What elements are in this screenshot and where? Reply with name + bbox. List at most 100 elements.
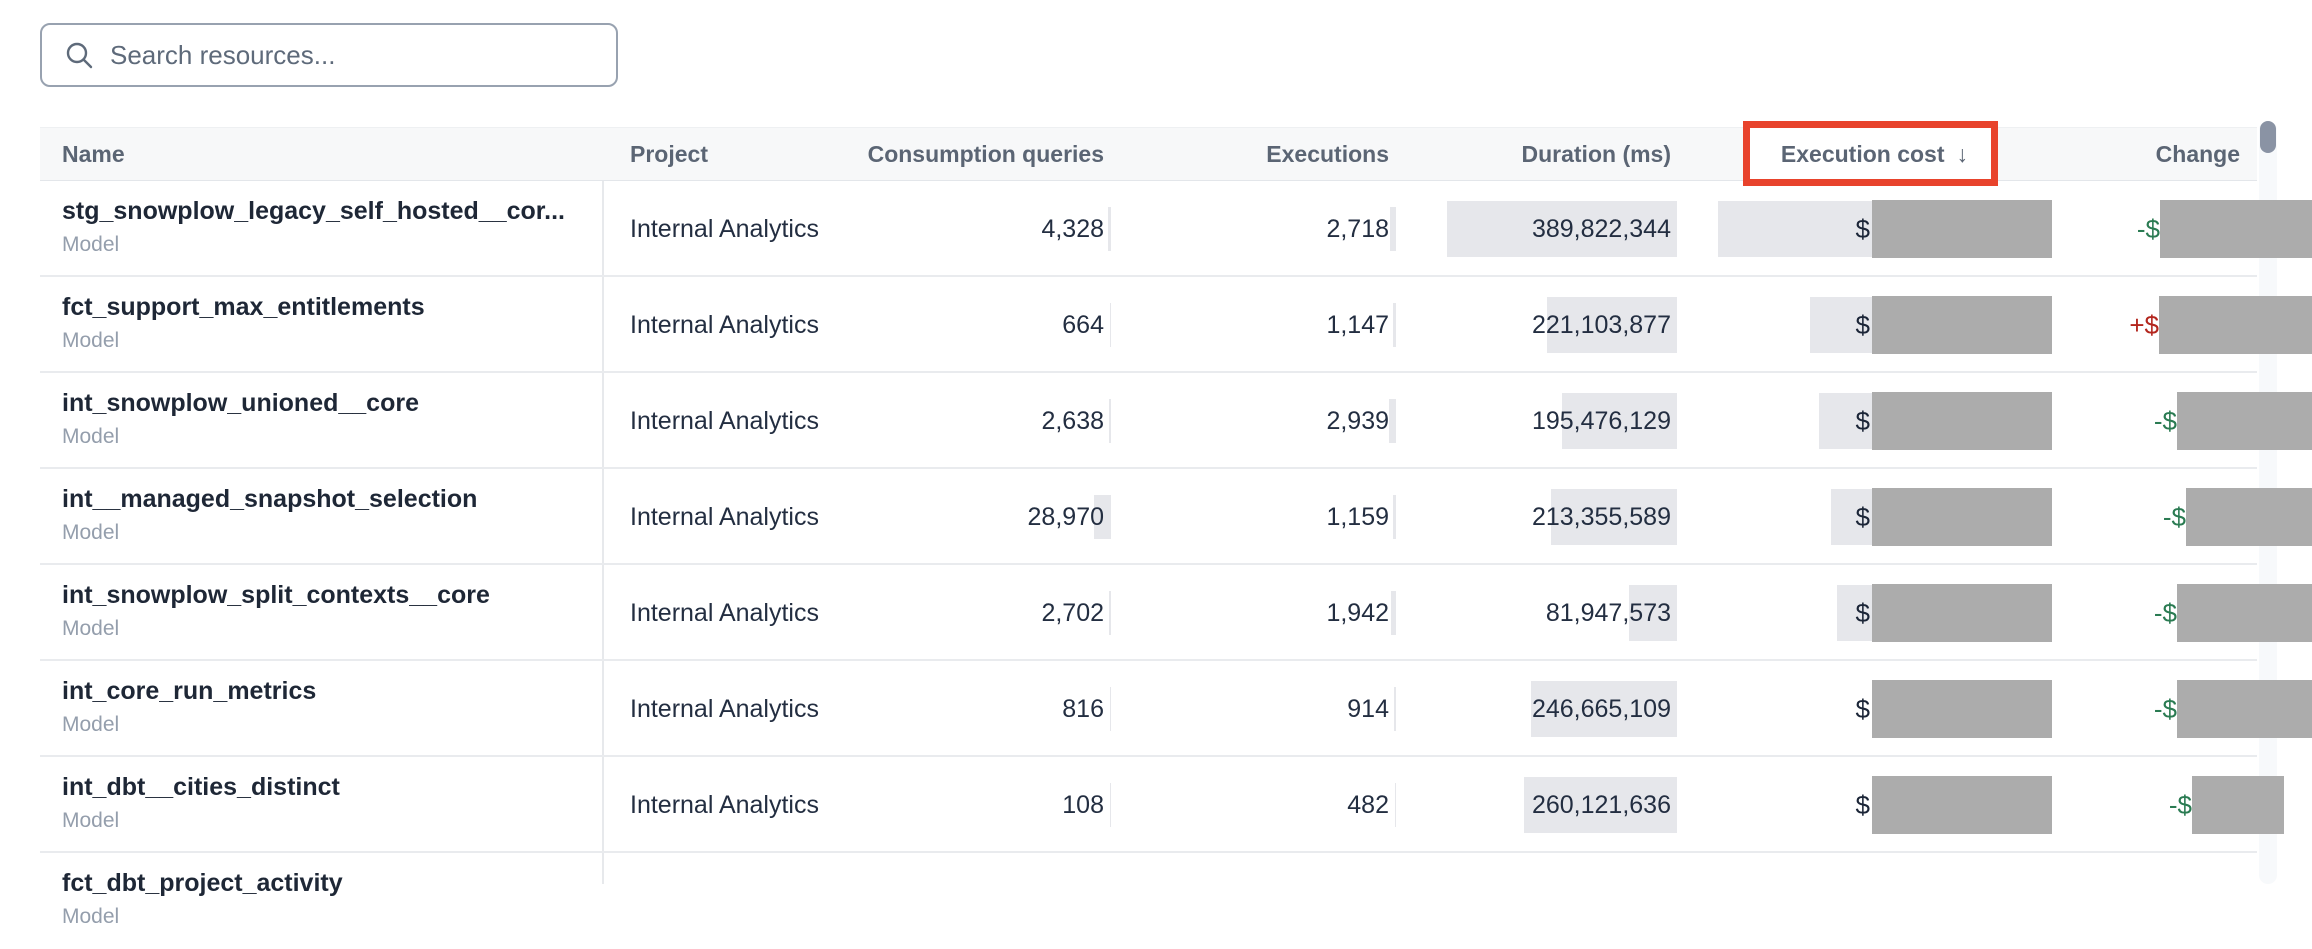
resource-name[interactable]: stg_snowplow_legacy_self_hosted__cor... [62,197,565,225]
duration-bar [1531,681,1677,737]
duration-ms-value: 195,476,129 [1531,407,1671,435]
change-sign: +$ [2129,310,2159,340]
executions-value: 2,718 [1326,215,1389,243]
consumption-queries-value: 4,328 [1041,215,1104,243]
project-cell: Internal Analytics [630,791,819,819]
table-row[interactable]: fct_dbt_project_activity Model [0,853,2312,949]
column-header-consumption-queries[interactable]: Consumption queries [867,141,1104,167]
table-row[interactable]: fct_support_max_entitlements Model Interna… [0,277,2312,373]
executions-value: 2,939 [1326,407,1389,435]
table-row[interactable]: int_snowplow_split_contexts__core Model In… [0,565,2312,661]
execution-cost-bar [1837,585,1872,641]
consumption-queries-value: 664 [1062,311,1104,339]
consumption-queries-bar [1110,303,1111,347]
table-row[interactable]: int__managed_snapshot_selection Model Inte… [0,469,2312,565]
duration-bar [1551,489,1677,545]
search-input[interactable] [108,38,604,72]
consumption-queries-value: 28,970 [1027,503,1104,531]
consumption-queries-value: 816 [1062,695,1104,723]
sort-descending-icon: ↓ [1956,141,1969,167]
table-row[interactable]: int_core_run_metrics Model Internal Analyt… [0,661,2312,757]
consumption-queries-value: 2,702 [1041,599,1104,627]
resource-type-label: Model [62,233,120,256]
resource-name[interactable]: int_snowplow_unioned__core [62,389,419,417]
execution-cost-prefix: $ [1855,502,1870,532]
change-redaction-block [2192,776,2284,834]
executions-bar [1393,495,1396,539]
change-sign: -$ [2153,694,2177,724]
duration-ms-value: 389,822,344 [1531,215,1671,243]
vertical-scrollbar-thumb[interactable] [2260,121,2276,153]
execution-cost-redaction-block [1872,776,2052,834]
execution-cost-bar [1819,393,1872,449]
duration-ms-value: 260,121,636 [1531,791,1671,819]
column-header-duration-ms[interactable]: Duration (ms) [1521,141,1672,167]
resource-name[interactable]: int_core_run_metrics [62,677,317,705]
execution-cost-bar [1831,489,1872,545]
execution-cost-prefix: $ [1855,598,1870,628]
resource-type-label: Model [62,329,120,352]
row-divider [40,275,2257,277]
execution-cost-prefix: $ [1855,694,1870,724]
executions-bar [1393,303,1396,347]
executions-value: 482 [1347,791,1389,819]
change-redaction-block [2159,296,2312,354]
consumption-queries-bar [1108,207,1111,251]
consumption-queries-bar [1109,399,1111,443]
column-header-project[interactable]: Project [630,141,708,167]
resource-name[interactable]: int_dbt__cities_distinct [62,773,340,801]
table-row[interactable]: int_dbt__cities_distinct Model Internal An… [0,757,2312,853]
change-sign: -$ [2153,406,2177,436]
executions-value: 914 [1347,695,1389,723]
project-cell: Internal Analytics [630,695,819,723]
project-cell: Internal Analytics [630,215,819,243]
consumption-queries-bar [1110,783,1111,827]
duration-bar [1629,585,1677,641]
change-redaction-block [2177,584,2312,642]
execution-cost-redaction-block [1872,488,2052,546]
executions-bar [1390,207,1396,251]
execution-cost-prefix: $ [1855,406,1870,436]
row-divider [40,563,2257,565]
change-redaction-block [2160,200,2312,258]
change-redaction-block [2177,392,2312,450]
duration-ms-value: 246,665,109 [1531,695,1671,723]
duration-bar [1524,777,1677,833]
executions-bar [1389,399,1396,443]
executions-value: 1,147 [1326,311,1389,339]
search-box[interactable] [40,23,618,87]
column-header-name[interactable]: Name [62,141,125,167]
column-header-change[interactable]: Change [2155,141,2240,167]
table-row[interactable]: int_snowplow_unioned__core Model Internal … [0,373,2312,469]
column-header-execution-cost[interactable]: Execution cost ↓ [1781,127,1968,181]
consumption-queries-bar [1110,687,1111,731]
resource-name[interactable]: fct_support_max_entitlements [62,293,425,321]
executions-value: 1,159 [1326,503,1389,531]
row-divider [40,371,2257,373]
execution-cost-prefix: $ [1855,310,1870,340]
duration-bar [1447,201,1677,257]
duration-ms-value: 221,103,877 [1531,311,1671,339]
project-cell: Internal Analytics [630,311,819,339]
resource-type-label: Model [62,617,120,640]
project-cell: Internal Analytics [630,407,819,435]
resource-name[interactable]: int__managed_snapshot_selection [62,485,478,513]
duration-ms-value: 213,355,589 [1531,503,1671,531]
resource-type-label: Model [62,809,120,832]
change-sign: -$ [2168,790,2192,820]
execution-cost-redaction-block [1872,200,2052,258]
column-header-executions[interactable]: Executions [1266,141,1389,167]
resource-type-label: Model [62,713,120,736]
executions-bar [1394,687,1396,731]
column-header-execution-cost-label: Execution cost [1780,141,1945,167]
duration-ms-value: 81,947,573 [1545,599,1671,627]
execution-cost-redaction-block [1872,584,2052,642]
execution-cost-bar [1718,201,1872,257]
table-row[interactable]: stg_snowplow_legacy_self_hosted__cor... M… [0,181,2312,277]
change-sign: -$ [2136,214,2160,244]
consumption-queries-value: 108 [1062,791,1104,819]
row-divider [40,659,2257,661]
resource-name[interactable]: int_snowplow_split_contexts__core [62,581,490,609]
execution-cost-redaction-block [1872,680,2052,738]
change-sign: -$ [2153,598,2177,628]
